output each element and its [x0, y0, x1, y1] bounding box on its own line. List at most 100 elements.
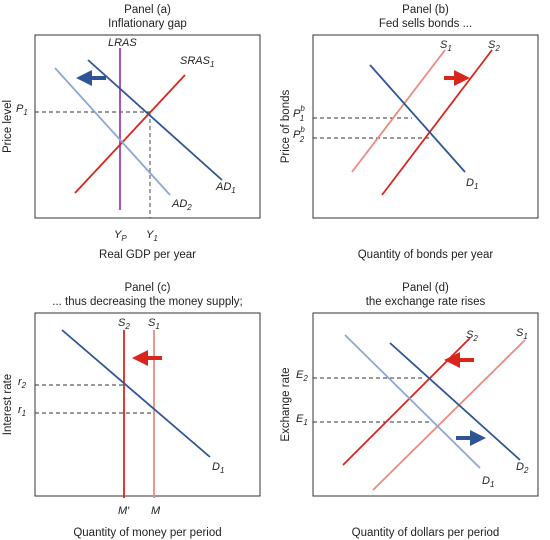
label-superscript: b: [300, 125, 305, 134]
label-subscript: 1: [474, 182, 478, 191]
label-subscript: 2: [494, 44, 500, 53]
panel: Panel (c) ... thus decreasing the money s…: [2, 282, 261, 539]
curve-label: Y1: [146, 229, 158, 243]
label-subscript: 1: [23, 108, 27, 117]
label-subscript: 1: [300, 114, 304, 123]
y-axis-label: Price level: [2, 100, 14, 153]
panel-heading: Panel (d): [402, 282, 449, 294]
curve: [74, 74, 186, 194]
panel-subtitle: Inflationary gap: [108, 18, 187, 30]
panel-frame: [312, 312, 539, 497]
panel: Panel (b) Fed sells bonds ... Quantity of …: [280, 4, 539, 261]
curve-label: S2: [466, 329, 478, 343]
label-subscript: 1: [220, 466, 224, 475]
panel-heading: Panel (a): [124, 4, 171, 16]
panel-heading: Panel (b): [402, 4, 449, 16]
panel-subtitle: Fed sells bonds ...: [379, 18, 472, 30]
label-main: S: [440, 39, 448, 51]
curve: [87, 59, 223, 181]
label-subscript: 1: [153, 234, 157, 243]
curve: [372, 339, 526, 491]
curve-label: r2: [18, 376, 27, 390]
label-main: M: [151, 505, 161, 517]
x-axis-label: Quantity of money per period: [73, 527, 221, 539]
label-subscript: 1: [210, 60, 214, 69]
curve: [351, 49, 446, 173]
label-subscript: 2: [472, 334, 478, 343]
label-subscript: 2: [186, 203, 192, 212]
label-main: D: [482, 475, 490, 487]
label-main: P: [16, 103, 24, 115]
y-axis-label: Interest rate: [2, 374, 14, 435]
panel-heading: Panel (c): [124, 282, 170, 294]
curve: [54, 67, 171, 196]
curve-label: D1: [466, 177, 478, 191]
curve-label: M′: [118, 505, 130, 517]
label-main: D: [466, 177, 474, 189]
label-subscript: P: [121, 234, 127, 243]
curve: [61, 329, 211, 458]
label-subscript: 2: [523, 466, 529, 475]
curve-label: P1: [16, 103, 28, 117]
label-subscript: 1: [155, 322, 159, 331]
label-main: S: [148, 317, 156, 329]
label-main: D: [212, 461, 220, 473]
label-main: Y: [146, 229, 154, 241]
label-main: S: [466, 329, 474, 341]
label-subscript: 1: [447, 44, 451, 53]
label-main: M′: [118, 505, 130, 517]
label-subscript: 2: [124, 322, 130, 331]
panel: Panel (a) Inflationary gap Real GDP per ye…: [2, 4, 261, 261]
label-main: AD: [215, 181, 231, 193]
panel-frame: [312, 34, 539, 219]
x-axis-label: Quantity of dollars per period: [352, 527, 500, 539]
label-main: r: [18, 376, 23, 388]
curve: [389, 342, 521, 461]
label-subscript: 1: [303, 418, 307, 427]
x-axis-label: Quantity of bonds per year: [358, 249, 494, 261]
label-main: Y: [114, 229, 122, 241]
label-subscript: 1: [490, 480, 494, 489]
y-axis-label: Exchange rate: [280, 367, 292, 441]
curve-label: D1: [482, 475, 494, 489]
curve-label: D2: [516, 461, 529, 475]
panel-frame: [34, 34, 261, 219]
label-subscript: 2: [299, 135, 305, 144]
curve-label: YP: [114, 229, 127, 243]
label-main: AD: [171, 198, 187, 210]
curve-label: LRAS: [108, 37, 137, 49]
curve-label: AD2: [171, 198, 192, 212]
label-main: E: [296, 413, 304, 425]
label-superscript: b: [300, 104, 305, 113]
label-main: S: [516, 327, 524, 339]
label-main: LRAS: [108, 37, 137, 49]
curve-label: D1: [212, 461, 224, 475]
curve-label: S1: [148, 317, 160, 331]
label-main: S: [488, 39, 496, 51]
label-subscript: 1: [523, 332, 527, 341]
label-main: E: [296, 369, 304, 381]
label-main: P: [293, 129, 301, 141]
label-main: S: [118, 317, 126, 329]
curve: [381, 49, 493, 196]
label-main: D: [516, 461, 524, 473]
label-main: SRAS: [180, 55, 211, 67]
label-subscript: 2: [302, 374, 308, 383]
curve-label: S1: [440, 39, 452, 53]
curve-label: Pb 1: [293, 104, 305, 123]
curve-label: S2: [118, 317, 130, 331]
label-main: P: [293, 108, 301, 120]
curve-label: E1: [296, 413, 308, 427]
curve-label: S2: [488, 39, 500, 53]
x-axis-label: Real GDP per year: [99, 249, 196, 261]
curve-label: E2: [296, 369, 308, 383]
curve-label: r1: [18, 404, 26, 418]
curve-label: SRAS1: [180, 55, 214, 69]
y-axis-label: Price of bonds: [280, 89, 292, 163]
curve-label: S1: [516, 327, 528, 341]
label-subscript: 1: [22, 409, 26, 418]
panel-subtitle: the exchange rate rises: [366, 296, 486, 308]
curve-label: AD1: [215, 181, 236, 195]
curve-label: M: [151, 505, 161, 517]
panel: Panel (d) the exchange rate rises Quantity…: [280, 282, 539, 539]
